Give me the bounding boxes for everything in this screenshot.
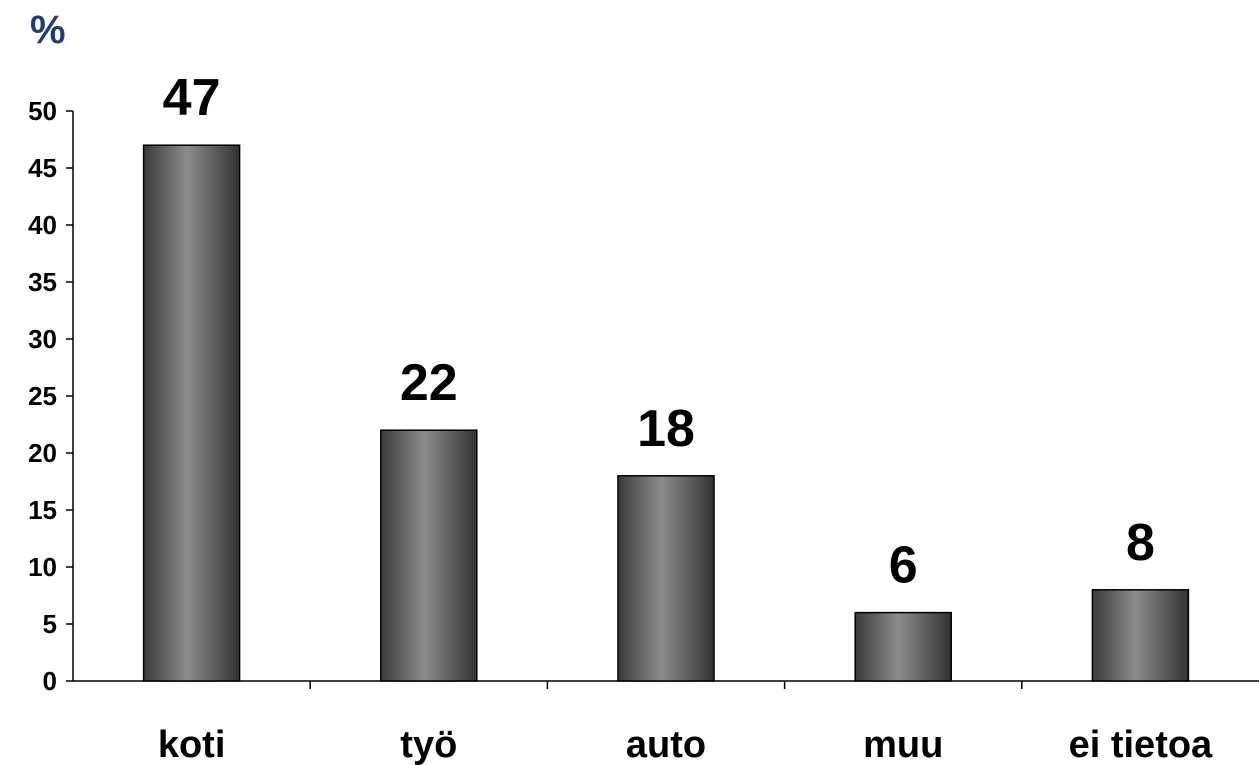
category-label: ei tietoa (1069, 724, 1213, 765)
y-tick-label: 40 (28, 210, 57, 240)
data-label: 47 (163, 69, 221, 127)
category-label: koti (158, 724, 226, 765)
y-tick-label: 15 (28, 495, 57, 525)
y-tick-label: 25 (28, 381, 57, 411)
y-tick-label: 0 (43, 666, 57, 696)
labels: 0 5 10 15 20 25 30 35 40 45 50 47 koti 22 työ 18 auto 6 mu… (28, 69, 1213, 765)
y-tick-label: 5 (43, 609, 57, 639)
y-axis-unit-label: % (30, 8, 66, 52)
y-tick-label: 35 (28, 267, 57, 297)
bar-työ (380, 429, 478, 682)
category-label: työ (400, 724, 457, 765)
bars (142, 144, 1190, 682)
y-tick-label: 45 (28, 153, 57, 183)
y-tick-label: 10 (28, 552, 57, 582)
bar-muu (854, 611, 952, 682)
bar-ei-tietoa (1091, 589, 1190, 682)
category-label: muu (863, 724, 943, 765)
data-label: 8 (1126, 514, 1155, 572)
y-tick-label: 30 (28, 324, 57, 354)
category-label: auto (626, 724, 706, 765)
data-label: 18 (637, 400, 695, 458)
y-tick-label: 50 (28, 96, 57, 126)
bar-auto (617, 475, 715, 682)
data-label: 22 (400, 354, 458, 412)
bar-koti (142, 144, 241, 682)
y-tick-label: 20 (28, 438, 57, 468)
data-label: 6 (889, 537, 918, 595)
